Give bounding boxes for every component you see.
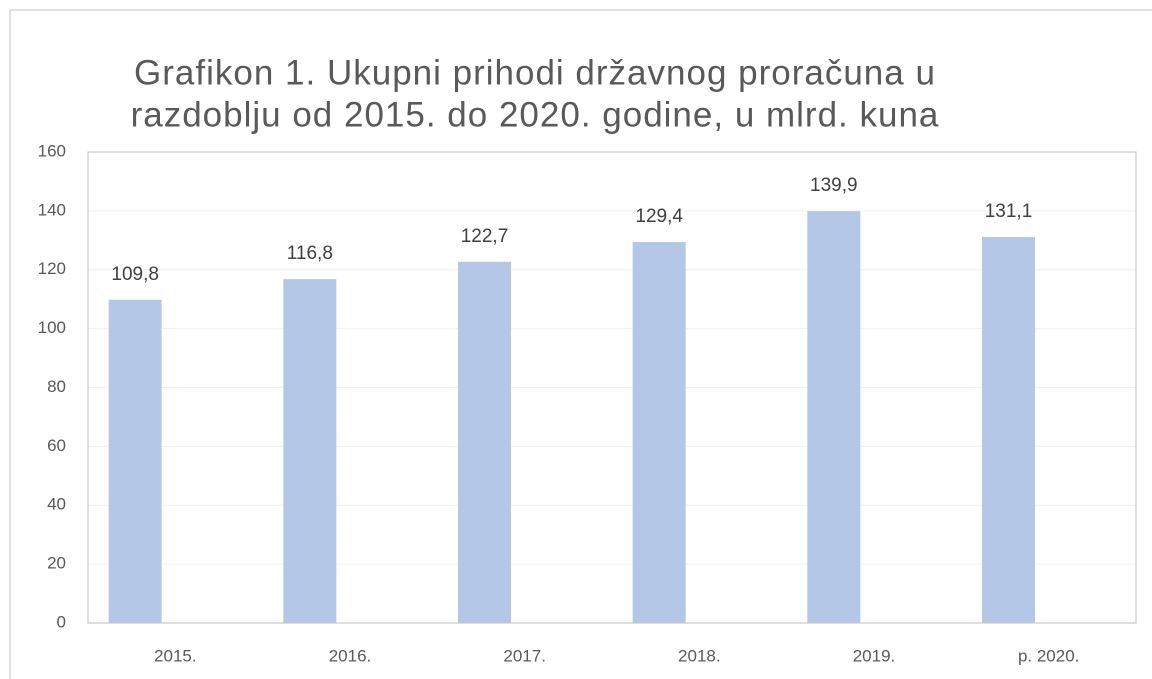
x-tick-label: 2015.	[154, 646, 197, 665]
y-tick-label: 40	[47, 495, 66, 514]
chart-title: razdoblju od 2015. do 2020. godine, u ml…	[131, 95, 940, 134]
y-tick-label: 100	[38, 318, 66, 337]
y-tick-label: 80	[47, 377, 66, 396]
x-tick-label: 2018.	[678, 646, 721, 665]
y-tick-label: 0	[57, 612, 66, 631]
y-tick-label: 120	[38, 259, 66, 278]
data-label: 122,7	[461, 226, 509, 247]
bar	[283, 279, 337, 623]
x-tick-label: 2019.	[853, 646, 896, 665]
y-tick-label: 140	[38, 200, 66, 219]
y-tick-label: 20	[47, 554, 66, 573]
y-tick-label: 160	[38, 141, 66, 160]
bar	[457, 261, 511, 623]
bar	[981, 237, 1035, 623]
data-label: 139,9	[810, 175, 858, 196]
x-tick-label: 2017.	[503, 646, 546, 665]
data-label: 109,8	[111, 264, 159, 285]
data-label: 131,1	[985, 201, 1033, 222]
chart-border	[9, 9, 1152, 679]
plot-border	[87, 151, 1137, 624]
x-tick-label: p. 2020.	[1018, 646, 1079, 665]
bar	[807, 211, 861, 623]
x-tick-label: 2016.	[329, 646, 372, 665]
data-label: 129,4	[635, 206, 683, 227]
y-tick-label: 60	[47, 436, 66, 455]
chart-title: Grafikon 1. Ukupni prihodi državnog pror…	[134, 53, 936, 92]
bar	[108, 299, 162, 623]
bar	[632, 242, 686, 624]
data-label: 116,8	[287, 243, 333, 264]
